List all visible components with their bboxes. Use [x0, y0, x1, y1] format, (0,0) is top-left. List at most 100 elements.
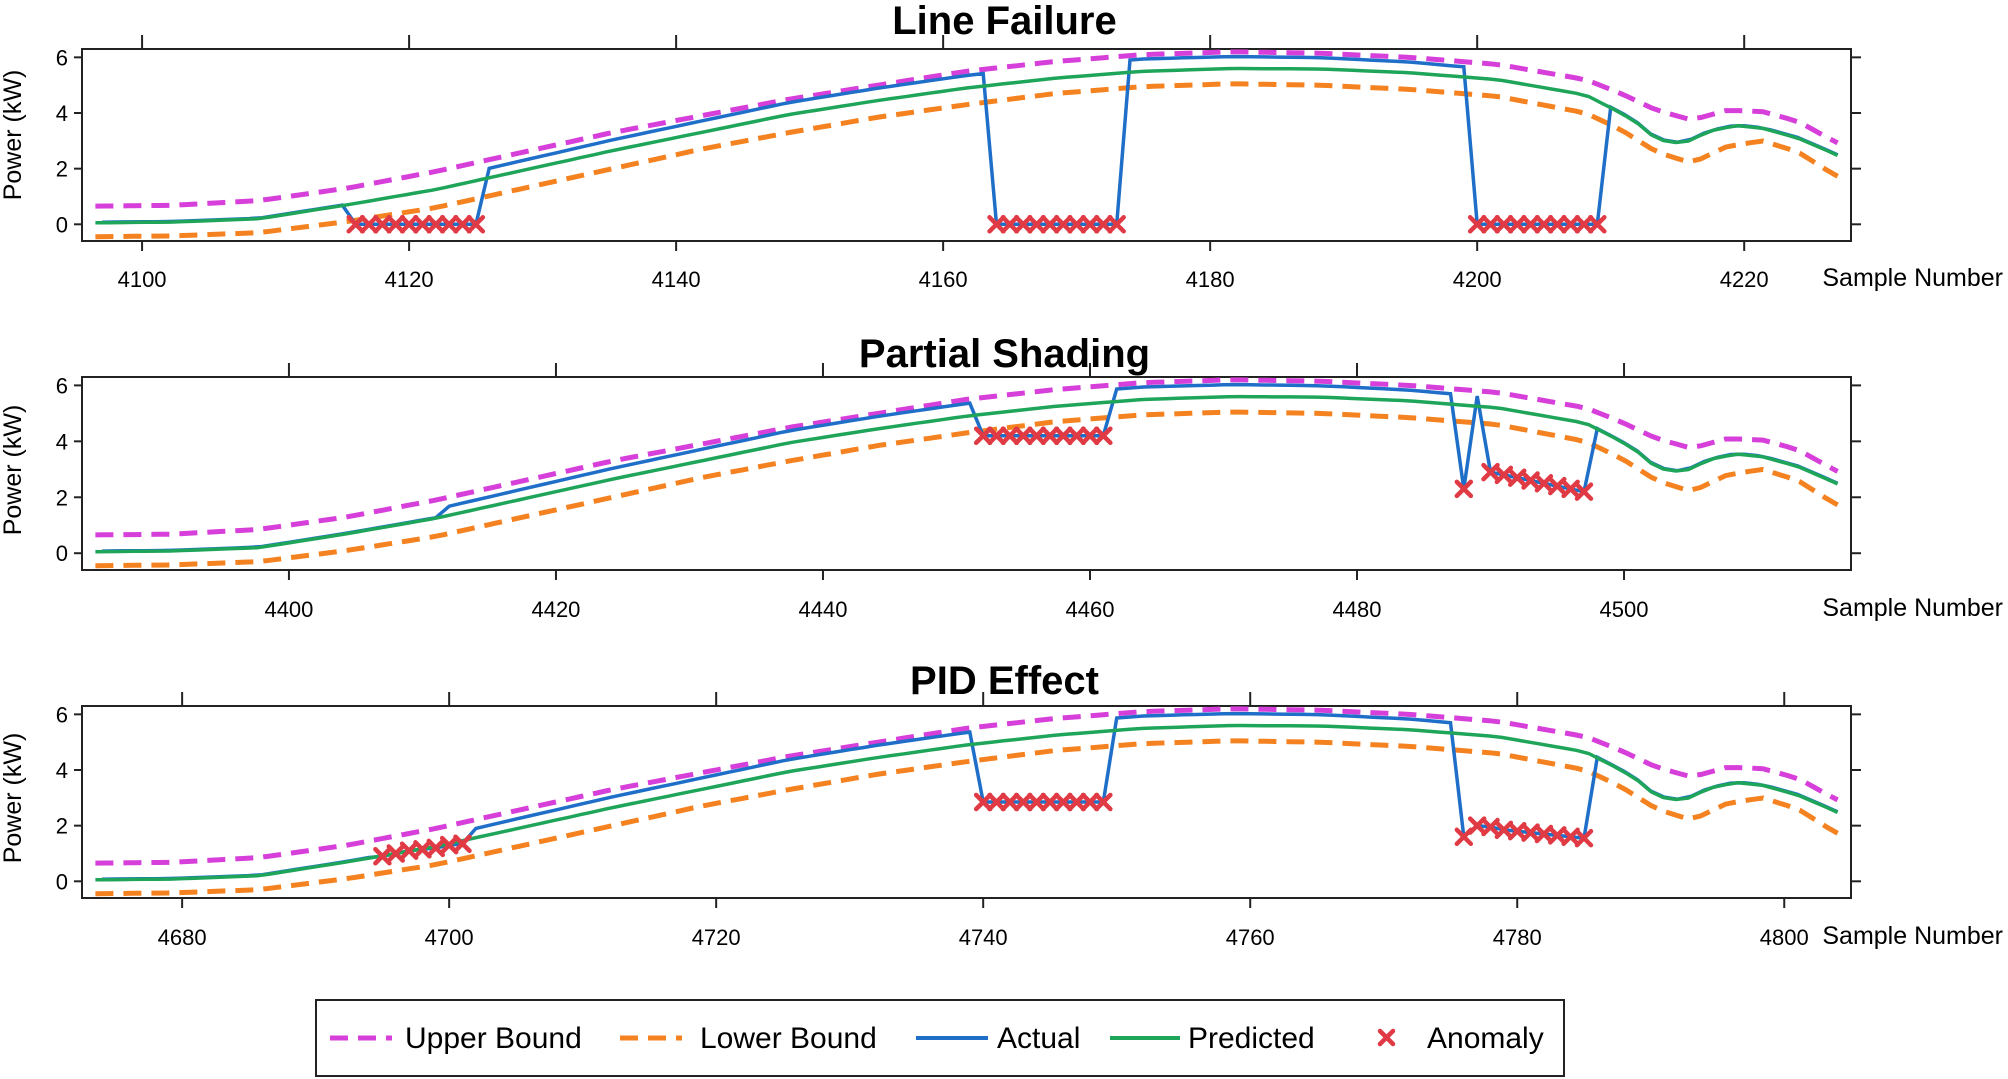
anomaly-marker-stroke	[1467, 215, 1487, 234]
anomaly-marker-stroke	[466, 215, 486, 234]
anomaly-marker-stroke	[1094, 215, 1113, 234]
anomaly-marker-stroke	[1013, 426, 1033, 445]
anomaly-marker-stroke	[1027, 792, 1046, 812]
anomaly-marker-stroke	[1040, 792, 1060, 812]
anomaly-marker-stroke	[1574, 482, 1594, 501]
anomaly-marker	[987, 215, 1006, 234]
anomaly-marker	[453, 215, 472, 234]
anomaly-marker	[1534, 215, 1554, 234]
y-tick-label: 4	[56, 758, 68, 783]
x-tick-label: 4440	[799, 597, 848, 622]
x-tick-label: 4760	[1226, 925, 1275, 950]
panel-line-failure: Line Failure 0 2 4 6 Power (kW) 4100 4120 4140 41…	[0, 0, 2003, 292]
panel-pid-effect: PID Effect 0 2 4 6 Power (kW) 4680 4700 4720 4740…	[0, 659, 2003, 950]
anomaly-marker-stroke	[399, 841, 419, 860]
lower-bound-line	[95, 738, 1839, 897]
anomaly-marker-stroke	[439, 215, 459, 234]
anomaly-marker-stroke	[1094, 426, 1113, 445]
anomaly-marker	[1040, 426, 1060, 445]
y-tick-label: 4	[56, 101, 68, 126]
anomaly-marker-stroke	[1107, 215, 1126, 234]
y-tick-label: 6	[56, 373, 68, 398]
anomaly-marker	[1107, 215, 1126, 234]
anomaly-marker-stroke	[413, 215, 432, 234]
anomaly-marker	[1467, 215, 1487, 234]
anomaly-marker-stroke	[1080, 426, 1100, 445]
anomaly-marker	[1000, 426, 1020, 445]
anomaly-marker	[1521, 215, 1540, 234]
anomaly-marker	[1548, 215, 1567, 234]
anomaly-marker-stroke	[373, 215, 392, 234]
anomaly-marker-stroke	[1574, 215, 1594, 234]
anomaly-marker	[1561, 215, 1580, 234]
anomaly-marker-stroke	[1054, 792, 1073, 812]
lower-bound-line	[95, 409, 1839, 569]
anomaly-marker-stroke	[413, 840, 432, 859]
y-tick-label: 4	[56, 429, 68, 454]
anomaly-marker	[1027, 426, 1046, 445]
x-tick-label: 4180	[1186, 267, 1235, 292]
anomaly-marker	[1574, 215, 1594, 234]
anomaly-marker	[1094, 792, 1113, 812]
anomaly-marker	[386, 215, 405, 234]
anomaly-marker	[1094, 426, 1113, 445]
y-tick-label: 0	[56, 541, 68, 566]
plot-frame	[81, 705, 1852, 899]
anomaly-marker	[1507, 215, 1527, 234]
x-tick-label: 4680	[158, 925, 207, 950]
anomaly-marker	[1080, 792, 1100, 812]
chart-title: PID Effect	[910, 659, 1099, 703]
anomaly-marker	[1054, 426, 1073, 445]
anomaly-marker-stroke	[1067, 426, 1086, 445]
chart-title: Line Failure	[892, 0, 1117, 43]
anomaly-marker-stroke	[453, 215, 472, 234]
anomaly-marker-stroke	[987, 215, 1006, 234]
y-tick-label: 0	[56, 212, 68, 237]
upper-bound-line	[95, 49, 1839, 209]
y-axis-label: Power (kW)	[0, 70, 27, 201]
anomaly-marker	[1454, 479, 1474, 499]
anomaly-marker	[346, 215, 365, 234]
anomaly-marker-stroke	[1013, 792, 1033, 812]
x-axis-label: Sample Number	[1822, 594, 2003, 622]
anomaly-marker-stroke	[1054, 215, 1073, 234]
anomaly-marker	[1013, 215, 1033, 234]
anomaly-marker-stroke	[1000, 215, 1020, 234]
anomaly-marker-stroke	[987, 792, 1006, 812]
anomaly-marker	[1094, 215, 1113, 234]
y-tick-label: 6	[56, 702, 68, 727]
x-tick-label: 4100	[118, 267, 167, 292]
legend-label-predicted: Predicted	[1188, 1022, 1315, 1055]
legend-label-anomaly: Anomaly	[1427, 1022, 1544, 1055]
legend-label-lower-bound: Lower Bound	[700, 1022, 877, 1055]
anomaly-marker	[426, 215, 446, 234]
anomaly-marker-stroke	[1013, 215, 1033, 234]
y-tick-label: 0	[56, 869, 68, 894]
anomaly-marker-stroke	[1094, 792, 1113, 812]
anomaly-marker-stroke	[1027, 426, 1046, 445]
legend-label-upper-bound: Upper Bound	[405, 1022, 582, 1055]
x-tick-label: 4740	[959, 925, 1008, 950]
x-axis-label: Sample Number	[1822, 922, 2003, 950]
panel-partial-shading: Partial Shading 0 2 4 6 Power (kW) 4400 4420 444…	[0, 332, 2003, 622]
anomaly-marker-stroke	[1000, 792, 1020, 812]
anomaly-marker	[1481, 215, 1500, 234]
anomaly-marker	[1000, 215, 1020, 234]
x-tick-label: 4140	[652, 267, 701, 292]
anomaly-marker-stroke	[1548, 215, 1567, 234]
upper-bound-line	[95, 706, 1839, 866]
anomaly-marker-stroke	[1521, 215, 1540, 234]
anomaly-marker	[399, 215, 419, 234]
anomaly-marker	[1054, 792, 1073, 812]
anomaly-marker-stroke	[386, 215, 405, 234]
x-tick-label: 4700	[425, 925, 474, 950]
anomaly-marker	[987, 426, 1006, 445]
x-tick-label: 4120	[385, 267, 434, 292]
anomaly-marker	[1588, 215, 1607, 234]
legend-label-actual: Actual	[997, 1022, 1080, 1055]
anomaly-marker-stroke	[439, 835, 459, 855]
anomaly-marker	[1067, 426, 1086, 445]
x-tick-label: 4460	[1066, 597, 1115, 622]
anomaly-marker-stroke	[1561, 215, 1580, 234]
